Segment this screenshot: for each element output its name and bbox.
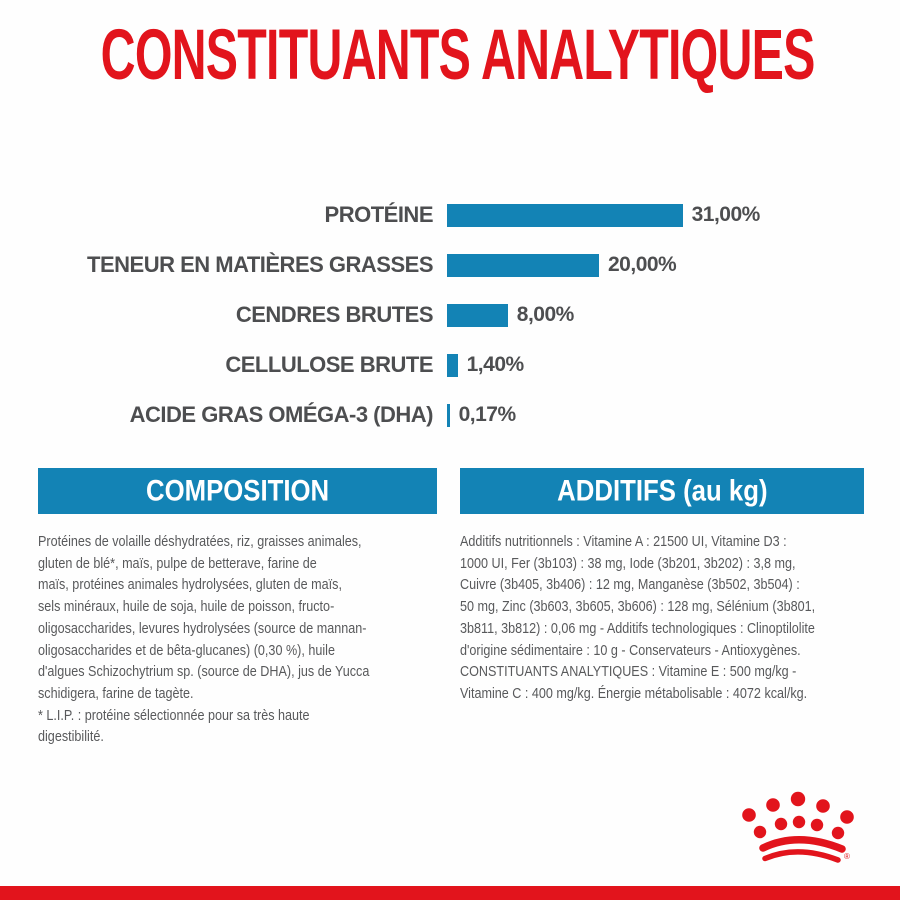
additifs-body-text: Additifs nutritionnels : Vitamine A : 21…	[460, 533, 816, 702]
registered-trademark-symbol: ®	[844, 852, 850, 861]
chart-value-label: 31,00%	[691, 203, 761, 226]
chart-category-label: TENEUR EN MATIÈRES GRASSES	[87, 252, 433, 277]
chart-category-label: CENDRES BRUTES	[235, 302, 434, 327]
royal-canin-crown-logo: ®	[742, 791, 854, 863]
composition-header-label: COMPOSITION	[145, 474, 330, 507]
chart-row: PROTÉINE 31,00%	[38, 190, 870, 240]
analytical-constituents-chart: PROTÉINE 31,00% TENEUR EN MATIÈRES GRASS…	[38, 190, 870, 440]
chart-category-label: PROTÉINE	[324, 202, 434, 227]
chart-row: CENDRES BRUTES 8,00%	[38, 290, 870, 340]
chart-row: ACIDE GRAS OMÉGA-3 (DHA) 0,17%	[38, 390, 870, 440]
chart-value-label: 0,17%	[458, 403, 517, 426]
crown-arcs	[759, 836, 846, 863]
chart-row: TENEUR EN MATIÈRES GRASSES 20,00%	[38, 240, 870, 290]
crown-dots	[742, 791, 854, 840]
chart-bar	[447, 403, 450, 427]
chart-bar	[447, 303, 508, 327]
chart-value-label: 1,40%	[466, 353, 525, 376]
chart-value-label: 8,00%	[516, 303, 575, 326]
chart-bar	[447, 253, 599, 277]
page-title-text: CONSTITUANTS ANALYTIQUES	[100, 15, 816, 96]
additifs-header-label: ADDITIFS (au kg)	[556, 474, 768, 507]
chart-bar	[447, 353, 458, 377]
chart-value-label: 20,00%	[608, 253, 677, 276]
composition-header: COMPOSITION	[38, 468, 437, 514]
page-title: CONSTITUANTS ANALYTIQUES	[0, 12, 900, 100]
chart-category-label: ACIDE GRAS OMÉGA-3 (DHA)	[129, 402, 434, 427]
chart-category-label: CELLULOSE BRUTE	[225, 352, 433, 377]
additifs-header: ADDITIFS (au kg)	[460, 468, 864, 514]
chart-row: CELLULOSE BRUTE 1,40%	[38, 340, 870, 390]
chart-bar	[447, 203, 683, 227]
composition-body-text: Protéines de volaille déshydratées, riz,…	[38, 533, 370, 746]
footer-red-strip	[0, 886, 900, 900]
